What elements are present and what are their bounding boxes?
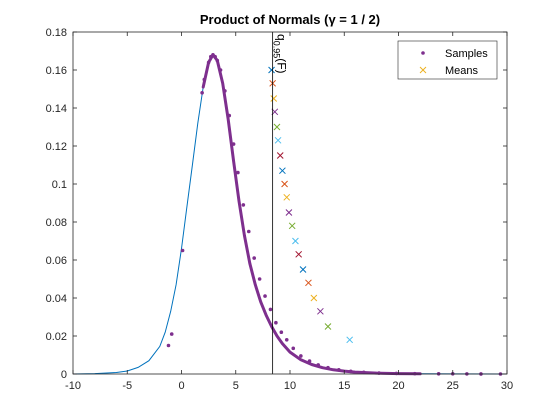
chart-title: Product of Normals (γ = 1 / 2) <box>200 12 380 27</box>
mean-point <box>285 209 293 216</box>
mean-point-stroke <box>305 279 312 287</box>
sample-point <box>299 354 303 358</box>
mean-point-stroke <box>281 180 288 188</box>
y-tick-label: 0.18 <box>46 27 67 39</box>
sample-point <box>180 248 185 253</box>
mean-point-stroke <box>295 250 303 258</box>
legend-means-marker <box>419 66 427 74</box>
sample-point <box>274 320 278 325</box>
quantile-annotation-rest: (F) <box>275 58 289 73</box>
mean-point <box>346 336 354 344</box>
y-tick-label: 0.08 <box>46 217 67 229</box>
x-tick-label: -10 <box>65 380 81 392</box>
mean-point <box>273 123 281 131</box>
mean-point-stroke <box>273 123 281 131</box>
quantile-annotation: q0.95(F) <box>272 34 289 74</box>
mean-point-stroke <box>279 167 286 175</box>
legend-means-label: Means <box>445 65 479 77</box>
mean-point-stroke <box>276 152 284 159</box>
sample-point <box>268 307 273 312</box>
mean-point <box>274 136 282 144</box>
x-tick-label: -5 <box>122 380 132 392</box>
mean-point <box>295 250 303 258</box>
mean-point <box>279 167 286 175</box>
sample-point <box>236 170 240 175</box>
mean-point-stroke <box>270 95 278 102</box>
mean-point-stroke <box>274 136 282 144</box>
mean-point-stroke <box>268 66 275 74</box>
sample-point <box>246 229 251 234</box>
quantile-annotation-sub: 0.95 <box>272 41 282 59</box>
x-tick-label: 20 <box>392 380 404 392</box>
y-tick-label: 0.12 <box>46 141 67 153</box>
mean-point <box>324 323 332 330</box>
y-tick-label: 0.16 <box>46 65 67 77</box>
mean-point-stroke <box>283 193 291 201</box>
samples-band <box>201 53 422 376</box>
mean-point <box>292 237 299 245</box>
sample-point <box>257 277 262 281</box>
x-tick-label: 10 <box>284 380 296 392</box>
y-tick-label: 0 <box>61 369 67 381</box>
mean-point-stroke <box>317 307 324 315</box>
sample-point <box>241 203 246 207</box>
x-tick-label: 25 <box>447 380 459 392</box>
x-axis: -10 -5 0 5 10 15 20 25 30 <box>65 32 513 392</box>
sample-point <box>291 346 296 351</box>
mean-point-stroke <box>310 294 318 302</box>
mean-point <box>276 152 284 159</box>
mean-point-stroke <box>299 266 307 273</box>
mean-point-stroke <box>346 336 354 344</box>
mean-point <box>270 95 278 102</box>
mean-point-stroke <box>292 237 299 245</box>
sample-point <box>279 330 284 335</box>
mean-point <box>268 66 275 74</box>
mean-point <box>281 180 288 188</box>
sample-point <box>166 343 171 348</box>
means-series <box>268 66 354 344</box>
sample-point <box>252 256 256 260</box>
legend-samples-label: Samples <box>445 48 488 60</box>
y-tick-label: 0.14 <box>46 103 67 115</box>
legend-samples-marker <box>421 51 425 55</box>
sample-point <box>200 91 204 95</box>
x-tick-label: 15 <box>338 380 350 392</box>
mean-point <box>288 222 296 230</box>
y-axis: 0 0.02 0.04 0.06 0.08 0.1 0.12 0.14 0.16 0.18 <box>46 27 507 381</box>
mean-point <box>283 193 291 201</box>
mean-point-stroke <box>285 209 293 216</box>
legend-box <box>397 40 498 80</box>
mean-point <box>317 307 324 315</box>
samples-series <box>166 53 503 376</box>
mean-point-stroke <box>288 222 296 230</box>
x-tick-label: 30 <box>501 380 513 392</box>
sample-point <box>263 294 267 298</box>
plot-area <box>73 32 507 374</box>
mean-point <box>305 279 312 287</box>
sample-point <box>169 332 174 336</box>
mean-point <box>299 266 307 273</box>
x-tick-label: 0 <box>178 380 184 392</box>
y-tick-label: 0.02 <box>46 331 67 343</box>
mean-point-stroke <box>324 323 332 330</box>
x-tick-label: 5 <box>233 380 239 392</box>
legend: Samples Means <box>397 40 498 80</box>
y-tick-label: 0.04 <box>46 293 67 305</box>
y-tick-label: 0.1 <box>52 179 67 191</box>
quantile-annotation-main: q <box>275 34 289 41</box>
sample-point <box>284 338 289 342</box>
mean-point <box>310 294 318 302</box>
y-tick-label: 0.06 <box>46 255 67 267</box>
